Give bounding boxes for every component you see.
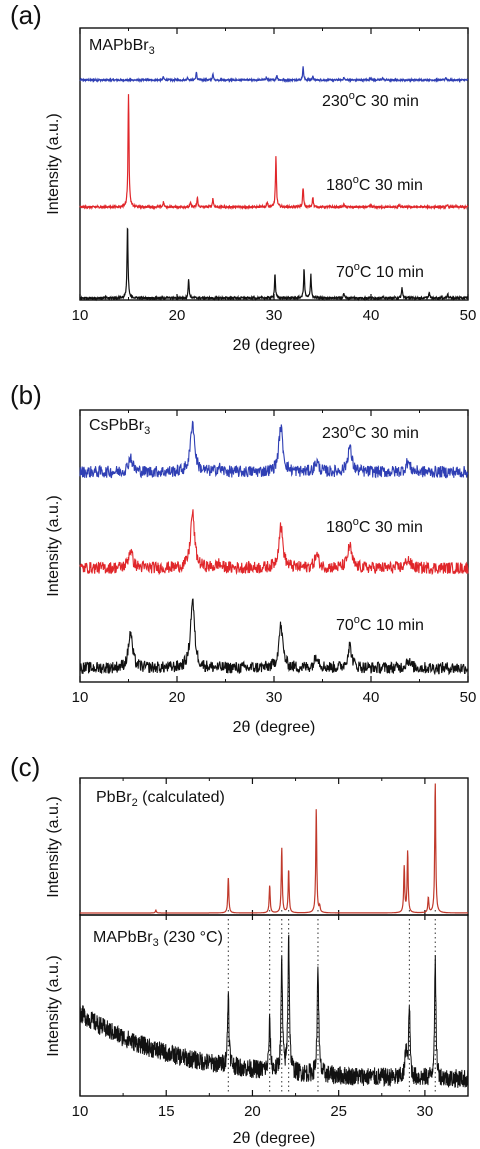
- x-tick-label: 30: [266, 689, 283, 706]
- x-tick-label: 10: [72, 689, 89, 706]
- x-tick-label: 30: [266, 307, 283, 324]
- series-line: [80, 783, 468, 914]
- panel-letter-a: (a): [10, 0, 42, 30]
- panel-b-series-label-2: 70oC 10 min: [336, 614, 424, 634]
- panel-b: CsPbBr3 Intensity (a.u.) 2θ (degree) 10 2…: [45, 409, 477, 736]
- x-tick-label: 50: [460, 689, 477, 706]
- series-line: [79, 227, 469, 302]
- panel-b-xlabel: 2θ (degree): [233, 719, 316, 736]
- panel-c-bottom-frame: [79, 914, 469, 1097]
- panel-b-sample-label: CsPbBr3: [89, 417, 150, 437]
- panel-b-series-label-1: 180oC 30 min: [326, 516, 423, 536]
- series-line: [79, 598, 469, 676]
- x-tick-label: 40: [363, 689, 380, 706]
- panel-c-top-ylabel: Intensity (a.u.): [45, 796, 62, 897]
- panel-a-ylabel: Intensity (a.u.): [45, 113, 62, 214]
- panel-a-traces: [79, 66, 469, 302]
- x-tick-label: 10: [72, 307, 89, 324]
- x-tick-label: 25: [330, 1103, 347, 1120]
- panel-a-series-label-2: 70oC 10 min: [336, 261, 424, 281]
- panel-a-series-label-0: 230oC 30 min: [322, 90, 419, 110]
- panel-a-sample-label: MAPbBr3: [89, 37, 155, 57]
- series-line: [79, 934, 469, 1088]
- panel-b-traces: [79, 420, 469, 676]
- panel-a-xlabel: 2θ (degree): [233, 337, 316, 354]
- x-tick-label: 10: [72, 1103, 89, 1120]
- panel-c-series-label-0: PbBr2 (calculated): [96, 789, 225, 809]
- panel-c-series-label-1: MAPbBr3 (230 °C): [93, 929, 223, 949]
- panel-a-frame: [79, 27, 469, 301]
- x-tick-label: 15: [158, 1103, 175, 1120]
- x-tick-label: 20: [169, 689, 186, 706]
- panel-c-traces: [79, 783, 469, 1088]
- x-tick-label: 30: [417, 1103, 434, 1120]
- panel-b-ticks: 10 20 30 40 50: [72, 410, 477, 706]
- panel-b-ylabel: Intensity (a.u.): [45, 495, 62, 596]
- x-tick-label: 50: [460, 307, 477, 324]
- panel-c-reference-lines: [227, 910, 436, 1094]
- panel-c-ticks: 10 15 20 25 30: [72, 778, 434, 1120]
- series-line: [79, 420, 469, 479]
- series-line: [79, 94, 469, 211]
- x-tick-label: 40: [363, 307, 380, 324]
- panel-letter-b: (b): [10, 380, 42, 410]
- panel-a-series-label-1: 180oC 30 min: [326, 174, 423, 194]
- panel-a: MAPbBr3 Intensity (a.u.) 2θ (degree) 10 2…: [45, 27, 477, 354]
- panel-b-frame: [79, 409, 469, 683]
- panel-c-xlabel: 2θ (degree): [233, 1130, 316, 1147]
- panel-c: Intensity (a.u.) Intensity (a.u.) 2θ (de…: [45, 777, 469, 1147]
- panel-letter-c: (c): [10, 752, 40, 782]
- series-line: [79, 509, 469, 576]
- series-line: [79, 66, 468, 84]
- panel-c-bottom-ylabel: Intensity (a.u.): [45, 955, 62, 1056]
- panel-a-ticks: 10 20 30 40 50: [72, 28, 477, 324]
- x-tick-label: 20: [169, 307, 186, 324]
- panel-b-series-label-0: 230oC 30 min: [322, 422, 419, 442]
- x-tick-label: 20: [244, 1103, 261, 1120]
